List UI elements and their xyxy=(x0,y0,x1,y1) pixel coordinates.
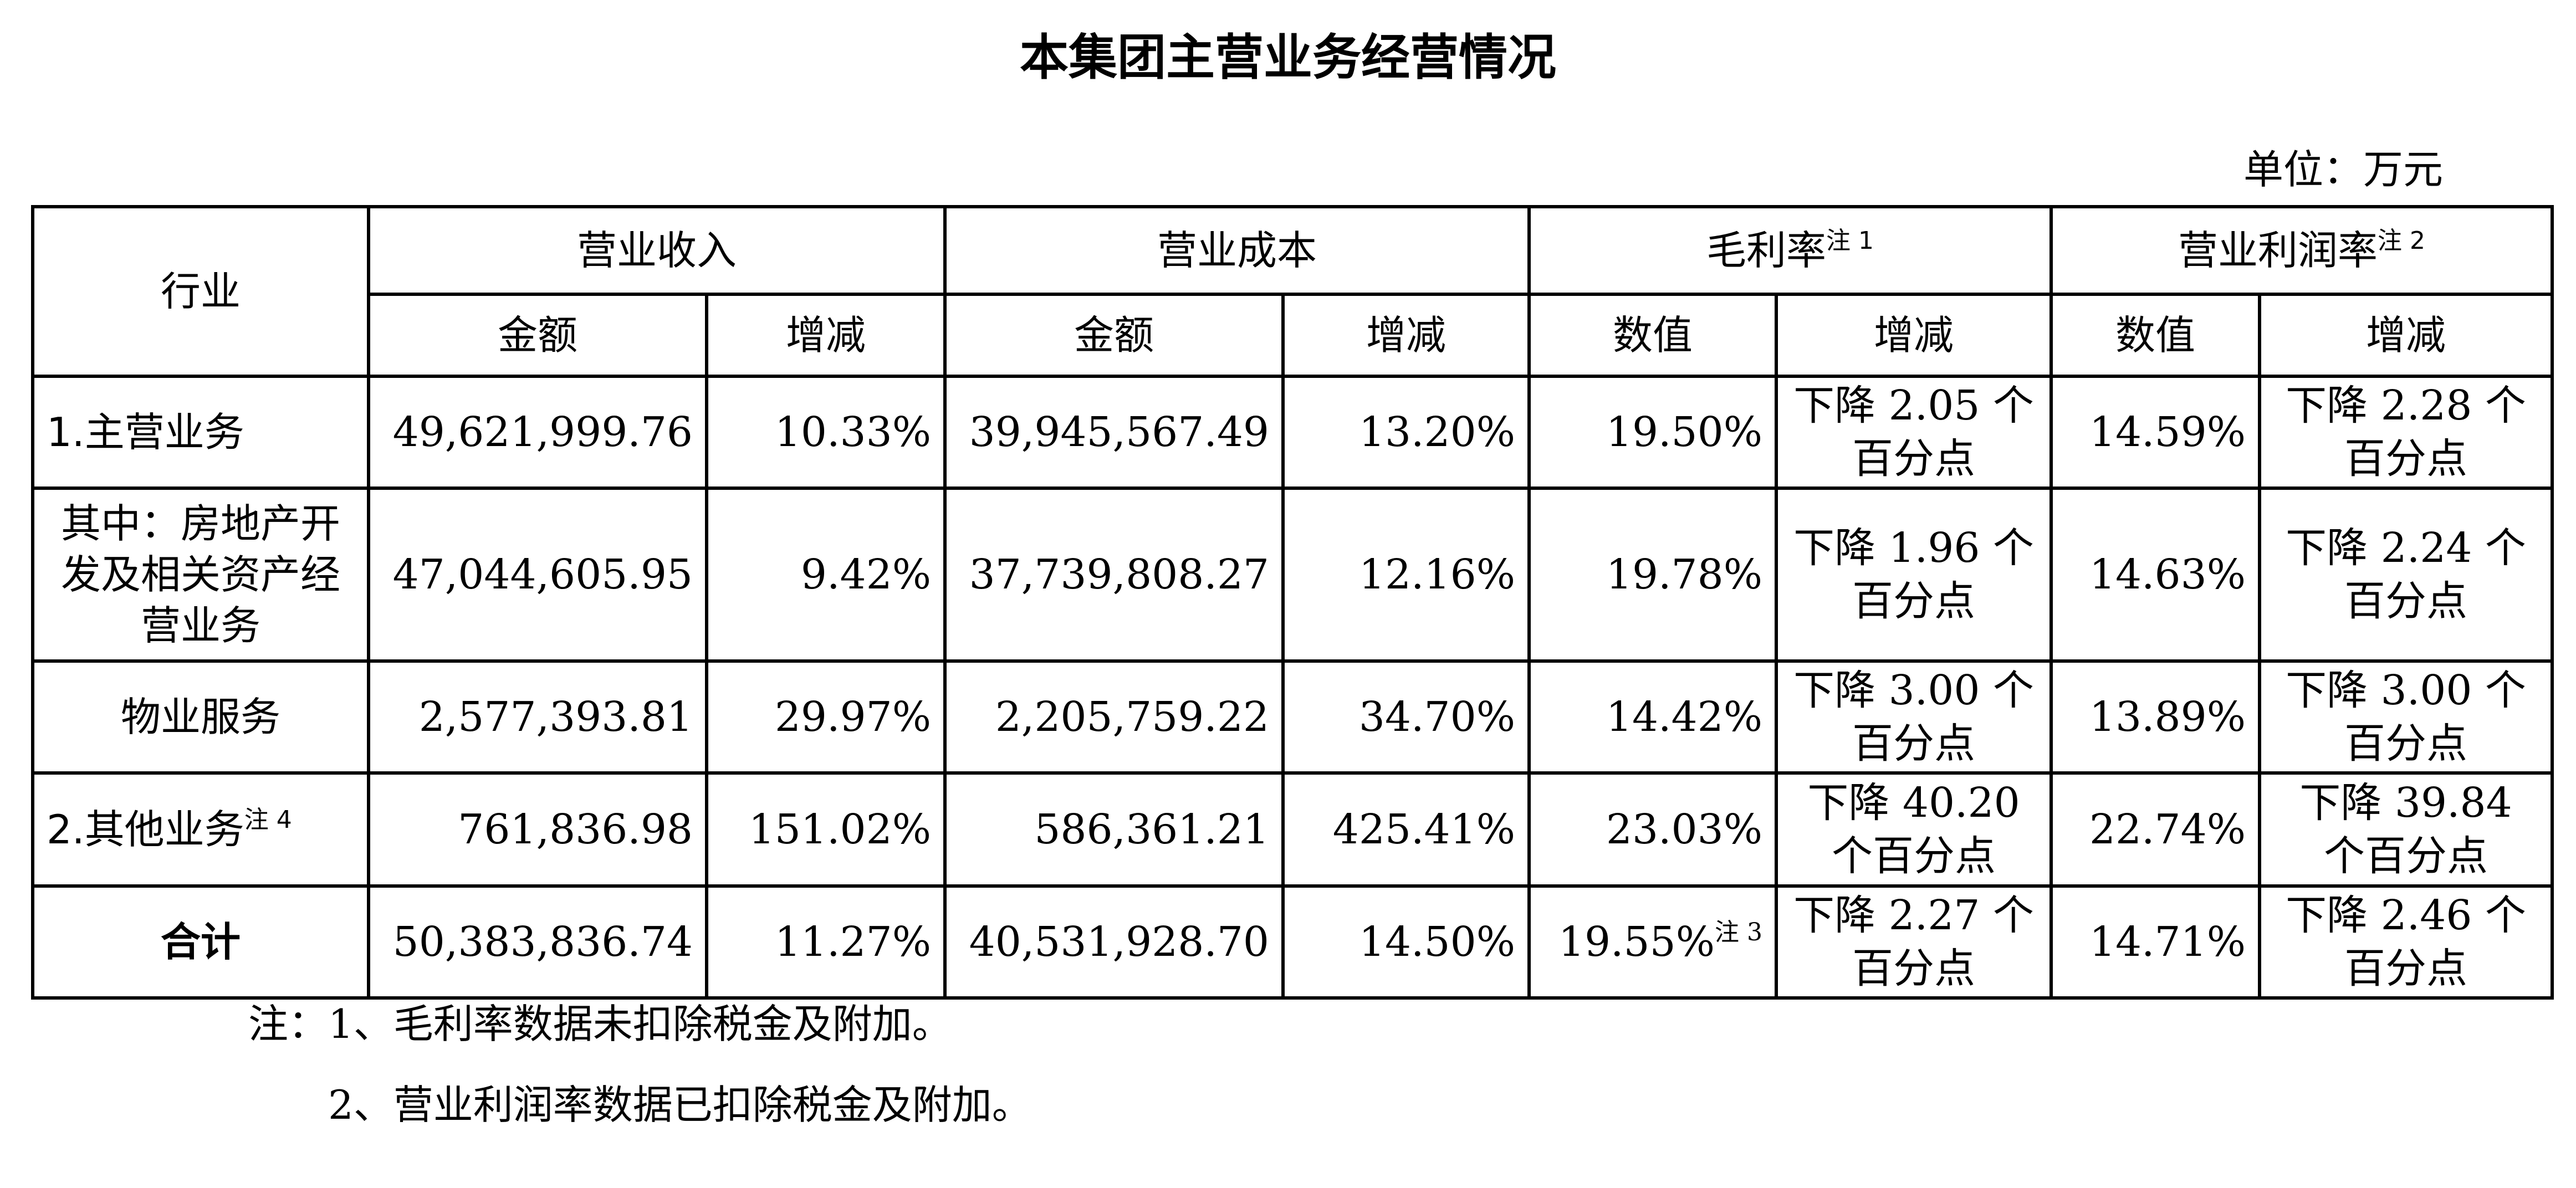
header-op-margin: 营业利润率注 2 xyxy=(2049,205,2554,296)
cost-change-cell: 13.20% xyxy=(1281,375,1531,490)
om-change-cell: 下降 39.84 个百分点 xyxy=(2258,771,2554,888)
industry-cell: 2.其他业务注 4 xyxy=(31,771,370,888)
header-row-1: 行业 营业收入 营业成本 毛利率注 1 营业利润率注 2 xyxy=(31,205,2554,378)
gm-value-note-ref: 注 3 xyxy=(1715,918,1763,946)
total-row: 合计 50,383,836.74 11.27% 40,531,928.70 14… xyxy=(31,884,2554,1000)
revenue-change-cell: 29.97% xyxy=(704,659,947,775)
unit-label: 单位：万元 xyxy=(2243,146,2443,193)
industry-note-ref: 注 4 xyxy=(244,806,292,834)
header-cost-change: 增减 xyxy=(1281,293,1531,378)
revenue-change-cell: 11.27% xyxy=(704,884,947,1000)
revenue-amount-cell: 47,044,605.95 xyxy=(367,487,708,663)
revenue-change-cell: 151.02% xyxy=(704,771,947,888)
header-revenue-change: 增减 xyxy=(704,293,947,378)
om-value-cell: 13.89% xyxy=(2049,659,2262,775)
table-row: 其中：房地产开发及相关资产经营业务 47,044,605.95 9.42% 37… xyxy=(31,487,2554,663)
om-change-cell: 下降 2.28 个百分点 xyxy=(2258,375,2554,490)
header-revenue-amount: 金额 xyxy=(367,293,708,378)
gm-change-cell: 下降 2.05 个百分点 xyxy=(1775,375,2053,490)
industry-cell: 物业服务 xyxy=(31,659,370,775)
business-table: 行业 营业收入 营业成本 毛利率注 1 营业利润率注 2 金额 增减 金额 增减… xyxy=(31,205,2554,1000)
industry-label: 合计 xyxy=(160,919,241,965)
table-row: 物业服务 2,577,393.81 29.97% 2,205,759.22 34… xyxy=(31,659,2554,775)
om-value-cell: 22.74% xyxy=(2049,771,2262,888)
industry-label: 2.其他业务 xyxy=(47,806,244,853)
header-cost: 营业成本 xyxy=(943,205,1531,296)
cost-amount-cell: 586,361.21 xyxy=(943,771,1285,888)
header-om-value: 数值 xyxy=(2049,293,2262,378)
cost-change-cell: 14.50% xyxy=(1281,884,1531,1000)
cost-amount-cell: 39,945,567.49 xyxy=(943,375,1285,490)
header-gross-margin-label: 毛利率 xyxy=(1706,227,1827,274)
industry-label: 物业服务 xyxy=(120,694,280,740)
om-change-cell: 下降 2.24 个百分点 xyxy=(2258,487,2554,663)
footnote-2: 2、营业利润率数据已扣除税金及附加。 xyxy=(328,1082,1032,1128)
gm-change-cell: 下降 40.20 个百分点 xyxy=(1775,771,2053,888)
cost-change-cell: 12.16% xyxy=(1281,487,1531,663)
header-industry: 行业 xyxy=(31,205,370,378)
header-om-change: 增减 xyxy=(2258,293,2554,378)
industry-cell: 合计 xyxy=(31,884,370,1000)
industry-cell: 1.主营业务 xyxy=(31,375,370,490)
gm-value-cell: 19.78% xyxy=(1527,487,1778,663)
revenue-amount-cell: 761,836.98 xyxy=(367,771,708,888)
table-row: 2.其他业务注 4 761,836.98 151.02% 586,361.21 … xyxy=(31,771,2554,888)
gross-margin-note-ref: 注 1 xyxy=(1826,227,1874,255)
table-row: 1.主营业务 49,621,999.76 10.33% 39,945,567.4… xyxy=(31,375,2554,490)
op-margin-note-ref: 注 2 xyxy=(2378,227,2426,255)
header-revenue: 营业收入 xyxy=(366,205,947,296)
gm-value-cell: 19.55%注 3 xyxy=(1527,884,1778,1000)
cost-change-cell: 425.41% xyxy=(1281,771,1531,888)
header-gross-margin: 毛利率注 1 xyxy=(1527,205,2053,296)
gm-change-cell: 下降 3.00 个百分点 xyxy=(1775,659,2053,775)
industry-label: 其中：房地产开发及相关资产经营业务 xyxy=(60,500,340,649)
cost-change-cell: 34.70% xyxy=(1281,659,1531,775)
industry-cell: 其中：房地产开发及相关资产经营业务 xyxy=(31,487,370,663)
gm-value-text: 19.55% xyxy=(1558,918,1715,966)
om-change-cell: 下降 3.00 个百分点 xyxy=(2258,659,2554,775)
page-title: 本集团主营业务经营情况 xyxy=(1019,29,1556,86)
gm-value-cell: 14.42% xyxy=(1527,659,1778,775)
revenue-change-cell: 9.42% xyxy=(704,487,947,663)
gm-value-cell: 19.50% xyxy=(1527,375,1778,490)
header-gm-value: 数值 xyxy=(1527,293,1778,378)
gm-change-cell: 下降 1.96 个百分点 xyxy=(1775,487,2053,663)
revenue-amount-cell: 50,383,836.74 xyxy=(367,884,708,1000)
om-value-cell: 14.59% xyxy=(2049,375,2262,490)
gm-change-cell: 下降 2.27 个百分点 xyxy=(1775,884,2053,1000)
header-cost-amount: 金额 xyxy=(943,293,1285,378)
revenue-amount-cell: 49,621,999.76 xyxy=(367,375,708,490)
industry-label: 1.主营业务 xyxy=(47,409,244,455)
header-row-2: 金额 增减 金额 增减 数值 增减 数值 增减 xyxy=(33,293,2554,378)
cost-amount-cell: 37,739,808.27 xyxy=(943,487,1285,663)
cost-amount-cell: 40,531,928.70 xyxy=(943,884,1285,1000)
header-gm-change: 增减 xyxy=(1775,293,2053,378)
om-value-cell: 14.63% xyxy=(2049,487,2262,663)
om-change-cell: 下降 2.46 个百分点 xyxy=(2258,884,2554,1000)
gm-value-cell: 23.03% xyxy=(1527,771,1778,888)
revenue-amount-cell: 2,577,393.81 xyxy=(367,659,708,775)
footnote-1: 注：1、毛利率数据未扣除税金及附加。 xyxy=(248,1001,952,1047)
cost-amount-cell: 2,205,759.22 xyxy=(943,659,1285,775)
header-op-margin-label: 营业利润率 xyxy=(2178,227,2378,274)
revenue-change-cell: 10.33% xyxy=(704,375,947,490)
om-value-cell: 14.71% xyxy=(2049,884,2262,1000)
